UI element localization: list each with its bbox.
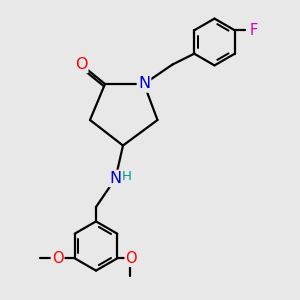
Text: F: F [250,23,258,38]
Text: O: O [126,251,137,266]
Text: O: O [75,57,87,72]
Text: N: N [110,171,122,186]
Text: H: H [122,170,132,184]
Text: N: N [138,76,150,92]
Text: O: O [52,251,63,266]
